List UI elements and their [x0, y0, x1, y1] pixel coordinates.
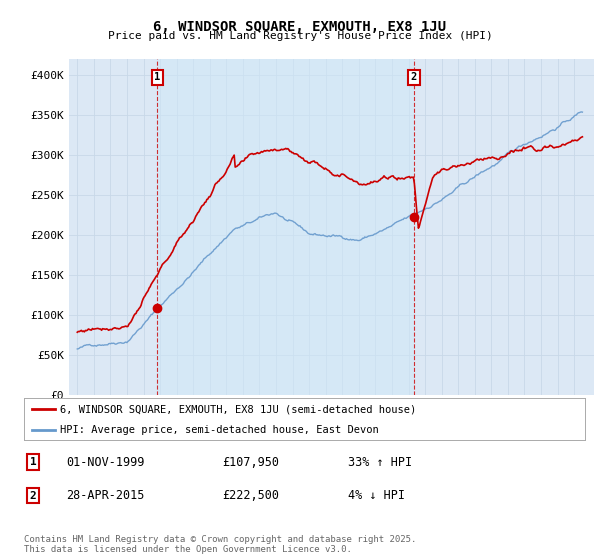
Text: £222,500: £222,500	[222, 489, 279, 502]
Text: Contains HM Land Registry data © Crown copyright and database right 2025.
This d: Contains HM Land Registry data © Crown c…	[24, 535, 416, 554]
Text: 33% ↑ HPI: 33% ↑ HPI	[348, 455, 412, 469]
Text: Price paid vs. HM Land Registry's House Price Index (HPI): Price paid vs. HM Land Registry's House …	[107, 31, 493, 41]
Text: 2: 2	[29, 491, 37, 501]
Text: 4% ↓ HPI: 4% ↓ HPI	[348, 489, 405, 502]
Text: £107,950: £107,950	[222, 455, 279, 469]
Text: 1: 1	[29, 457, 37, 467]
Bar	[157, 59, 414, 395]
Text: HPI: Average price, semi-detached house, East Devon: HPI: Average price, semi-detached house,…	[61, 426, 379, 435]
Text: 2: 2	[410, 72, 417, 82]
Text: 28-APR-2015: 28-APR-2015	[66, 489, 145, 502]
Text: 01-NOV-1999: 01-NOV-1999	[66, 455, 145, 469]
Text: 6, WINDSOR SQUARE, EXMOUTH, EX8 1JU: 6, WINDSOR SQUARE, EXMOUTH, EX8 1JU	[154, 20, 446, 34]
Text: 6, WINDSOR SQUARE, EXMOUTH, EX8 1JU (semi-detached house): 6, WINDSOR SQUARE, EXMOUTH, EX8 1JU (sem…	[61, 404, 417, 414]
Text: 1: 1	[154, 72, 160, 82]
